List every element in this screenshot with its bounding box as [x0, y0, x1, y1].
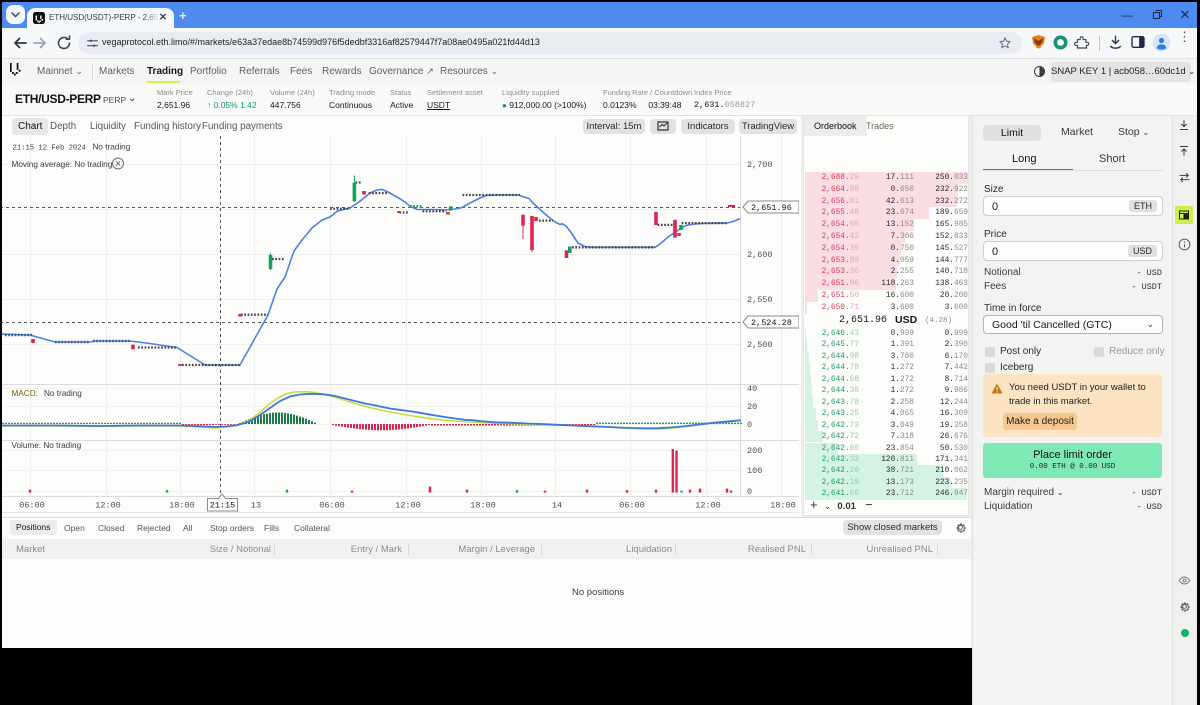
svg-text:2,651.96: 2,651.96 [751, 203, 792, 213]
svg-text:2,550: 2,550 [747, 295, 773, 305]
svg-text:Volume: No trading: Volume: No trading [12, 441, 82, 450]
svg-text:13: 13 [251, 501, 261, 511]
svg-text:No trading: No trading [93, 143, 131, 152]
svg-text:0: 0 [747, 487, 752, 497]
svg-text:40: 40 [747, 384, 757, 394]
svg-text:0: 0 [747, 420, 752, 430]
svg-text:100: 100 [747, 466, 762, 476]
svg-text:12:00: 12:00 [95, 501, 121, 511]
svg-text:No trading: No trading [75, 160, 113, 169]
svg-text:18:00: 18:00 [470, 501, 496, 511]
svg-text:2,524.28: 2,524.28 [751, 318, 792, 328]
svg-text:06:00: 06:00 [319, 501, 345, 511]
svg-text:12:00: 12:00 [695, 501, 721, 511]
svg-text:20: 20 [747, 402, 757, 412]
svg-text:2,500: 2,500 [747, 340, 773, 350]
svg-text:No trading: No trading [44, 389, 82, 398]
svg-text:200: 200 [747, 446, 762, 456]
svg-text:Moving average:: Moving average: [12, 160, 73, 169]
svg-text:MACD:: MACD: [12, 389, 38, 398]
svg-text:21:15: 21:15 [210, 501, 236, 511]
svg-text:12:00: 12:00 [395, 501, 421, 511]
svg-text:21:15 12 Feb 2024: 21:15 12 Feb 2024 [13, 145, 86, 153]
svg-text:06:00: 06:00 [19, 501, 45, 511]
svg-text:06:00: 06:00 [619, 501, 645, 511]
svg-text:18:00: 18:00 [169, 501, 195, 511]
svg-text:2,700: 2,700 [747, 160, 773, 170]
svg-text:2,600: 2,600 [747, 250, 773, 260]
svg-text:14: 14 [552, 501, 562, 511]
svg-text:18:00: 18:00 [770, 501, 796, 511]
